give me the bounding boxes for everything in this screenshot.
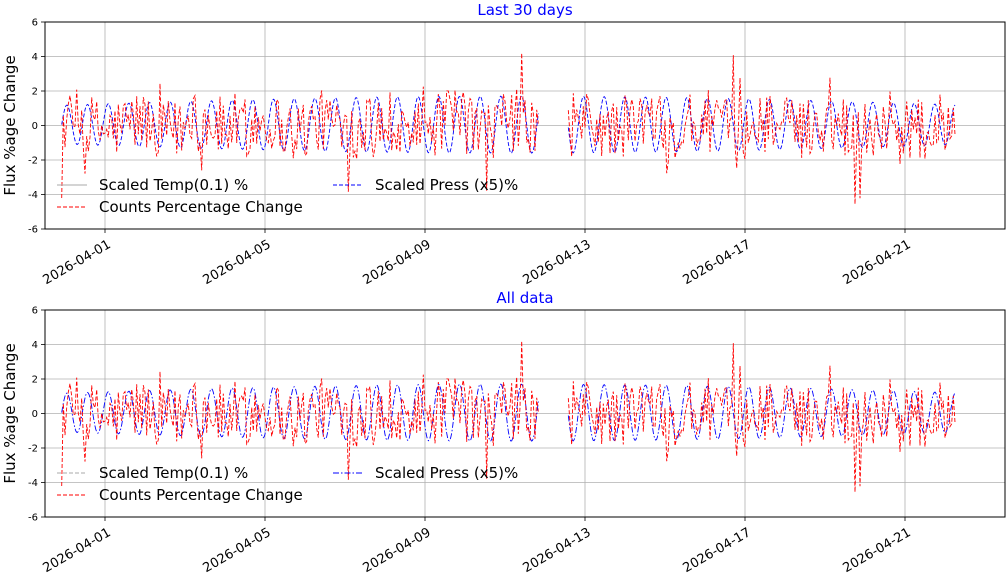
legend: Scaled Temp(0.1) % Scaled Press (x5)% Coun… [57,464,518,504]
y-tick-label: 6 [32,18,38,29]
y-axis-label: Flux %age Change [1,55,19,195]
legend-label: Scaled Press (x5)% [375,464,518,482]
y-axis-label: Flux %age Change [1,343,19,483]
x-tick-label: 2026-04-01 [41,525,114,576]
chart-panel-2: -6 -4 -2 0 2 4 6 2026-04-01 2026-04-05 2026-04-09… [1,289,1006,576]
x-tick-label: 2026-04-13 [521,237,594,288]
legend-label: Counts Percentage Change [99,486,303,504]
x-tick-label: 2026-04-21 [841,237,914,288]
x-tick-label: 2026-04-05 [201,237,274,288]
y-tick-label: 4 [32,52,38,63]
legend: Scaled Temp(0.1) % Scaled Press (x5)% Coun… [57,176,518,216]
y-tick-label: 2 [32,375,38,386]
chart-title: All data [496,289,553,307]
y-tick-label: -6 [28,225,38,236]
y-tick-label: 0 [32,409,38,420]
y-tick-label: -4 [28,478,38,489]
plot-area [61,341,956,493]
chart-title: Last 30 days [477,1,572,19]
series-line-scaled-press-x5 [61,383,956,442]
y-tick-label: 6 [32,306,38,317]
x-tick-label: 2026-04-13 [521,525,594,576]
x-tick-label: 2026-04-05 [201,525,274,576]
x-tick-label: 2026-04-21 [841,525,914,576]
legend-label: Counts Percentage Change [99,198,303,216]
y-tick-label: -2 [28,444,38,455]
legend-label: Scaled Press (x5)% [375,176,518,194]
x-tick-label: 2026-04-09 [361,237,434,288]
y-tick-label: 0 [32,121,38,132]
y-tick-label: -2 [28,156,38,167]
chart-panel-1: -6 -4 -2 0 2 4 6 2026-04-01 2026-04-05 2026-04-09… [1,1,1006,288]
series-line-counts-percentage-change [61,53,956,205]
y-tick-label: -6 [28,513,38,524]
x-tick-label: 2026-04-17 [681,237,754,288]
y-tick-label: -4 [28,190,38,201]
legend-label: Scaled Temp(0.1) % [99,464,248,482]
x-tick-label: 2026-04-01 [41,237,114,288]
x-tick-label: 2026-04-17 [681,525,754,576]
series-line-counts-percentage-change [61,341,956,493]
plot-area [61,53,956,205]
x-tick-label: 2026-04-09 [361,525,434,576]
legend-label: Scaled Temp(0.1) % [99,176,248,194]
y-tick-label: 2 [32,87,38,98]
y-tick-label: 4 [32,340,38,351]
